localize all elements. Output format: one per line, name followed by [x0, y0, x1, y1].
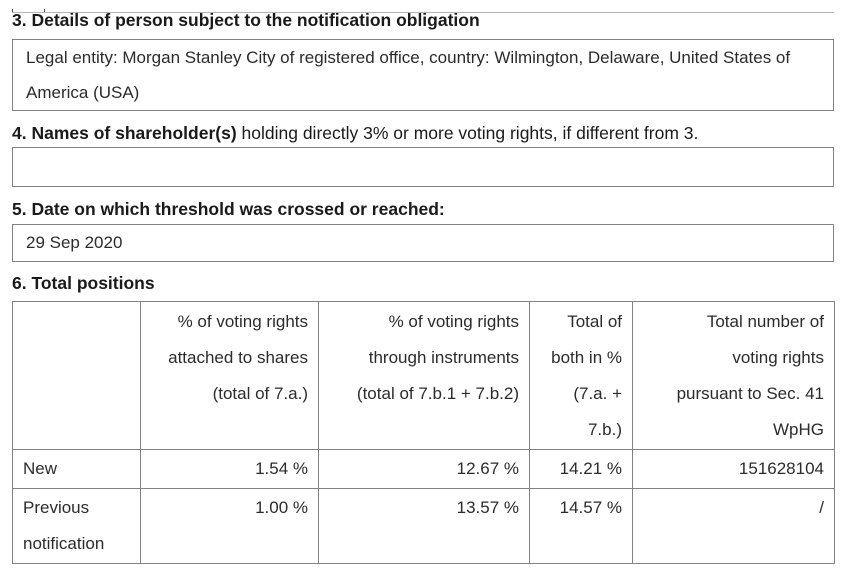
table-row-new: New 1.54 % 12.67 % 14.21 % 151628104: [12, 449, 835, 489]
header-total-both: Total of both in % (7.a. + 7.b.): [529, 301, 633, 450]
new-shares-pct: 1.54 %: [140, 449, 319, 489]
header-voting-rights-shares: % of voting rights attached to shares (t…: [140, 301, 319, 450]
table-border-tick: [44, 9, 45, 12]
section6-heading: 6. Total positions: [12, 273, 155, 293]
header-total-number: Total number of voting rights pursuant t…: [632, 301, 835, 450]
table-header-row: % of voting rights attached to shares (t…: [12, 301, 835, 450]
cropped-previous-box-fragment: [12, 9, 834, 13]
prev-shares-pct: 1.00 %: [140, 488, 319, 564]
section3-legal-entity-box: Legal entity: Morgan Stanley City of reg…: [12, 39, 834, 111]
section5-heading: 5. Date on which threshold was crossed o…: [12, 199, 445, 219]
header-voting-rights-instruments: % of voting rights through instruments (…: [318, 301, 530, 450]
section4-heading: 4. Names of shareholder(s) holding direc…: [12, 122, 834, 144]
section4-shareholder-names-box: [12, 147, 834, 187]
prev-instruments-pct: 13.57 %: [318, 488, 530, 564]
section3-heading: 3. Details of person subject to the noti…: [12, 10, 480, 30]
prev-total-pct: 14.57 %: [529, 488, 633, 564]
section4-heading-rest: holding directly 3% or more voting right…: [236, 123, 699, 143]
row-label: New: [12, 449, 141, 489]
section5-date-box: 29 Sep 2020: [12, 224, 834, 262]
row-label: Previous notification: [12, 488, 141, 564]
new-total-voting-rights: 151628104: [632, 449, 835, 489]
notification-document: 3. Details of person subject to the noti…: [0, 9, 847, 564]
section4-heading-bold: 4. Names of shareholder(s): [12, 123, 237, 143]
new-instruments-pct: 12.67 %: [318, 449, 530, 489]
header-blank-cell: [12, 301, 141, 450]
table-border-tick: [12, 9, 13, 12]
new-total-pct: 14.21 %: [529, 449, 633, 489]
prev-total-voting-rights: /: [632, 488, 835, 564]
table-row-previous-notification: Previous notification 1.00 % 13.57 % 14.…: [12, 488, 835, 564]
total-positions-table: % of voting rights attached to shares (t…: [12, 301, 835, 564]
